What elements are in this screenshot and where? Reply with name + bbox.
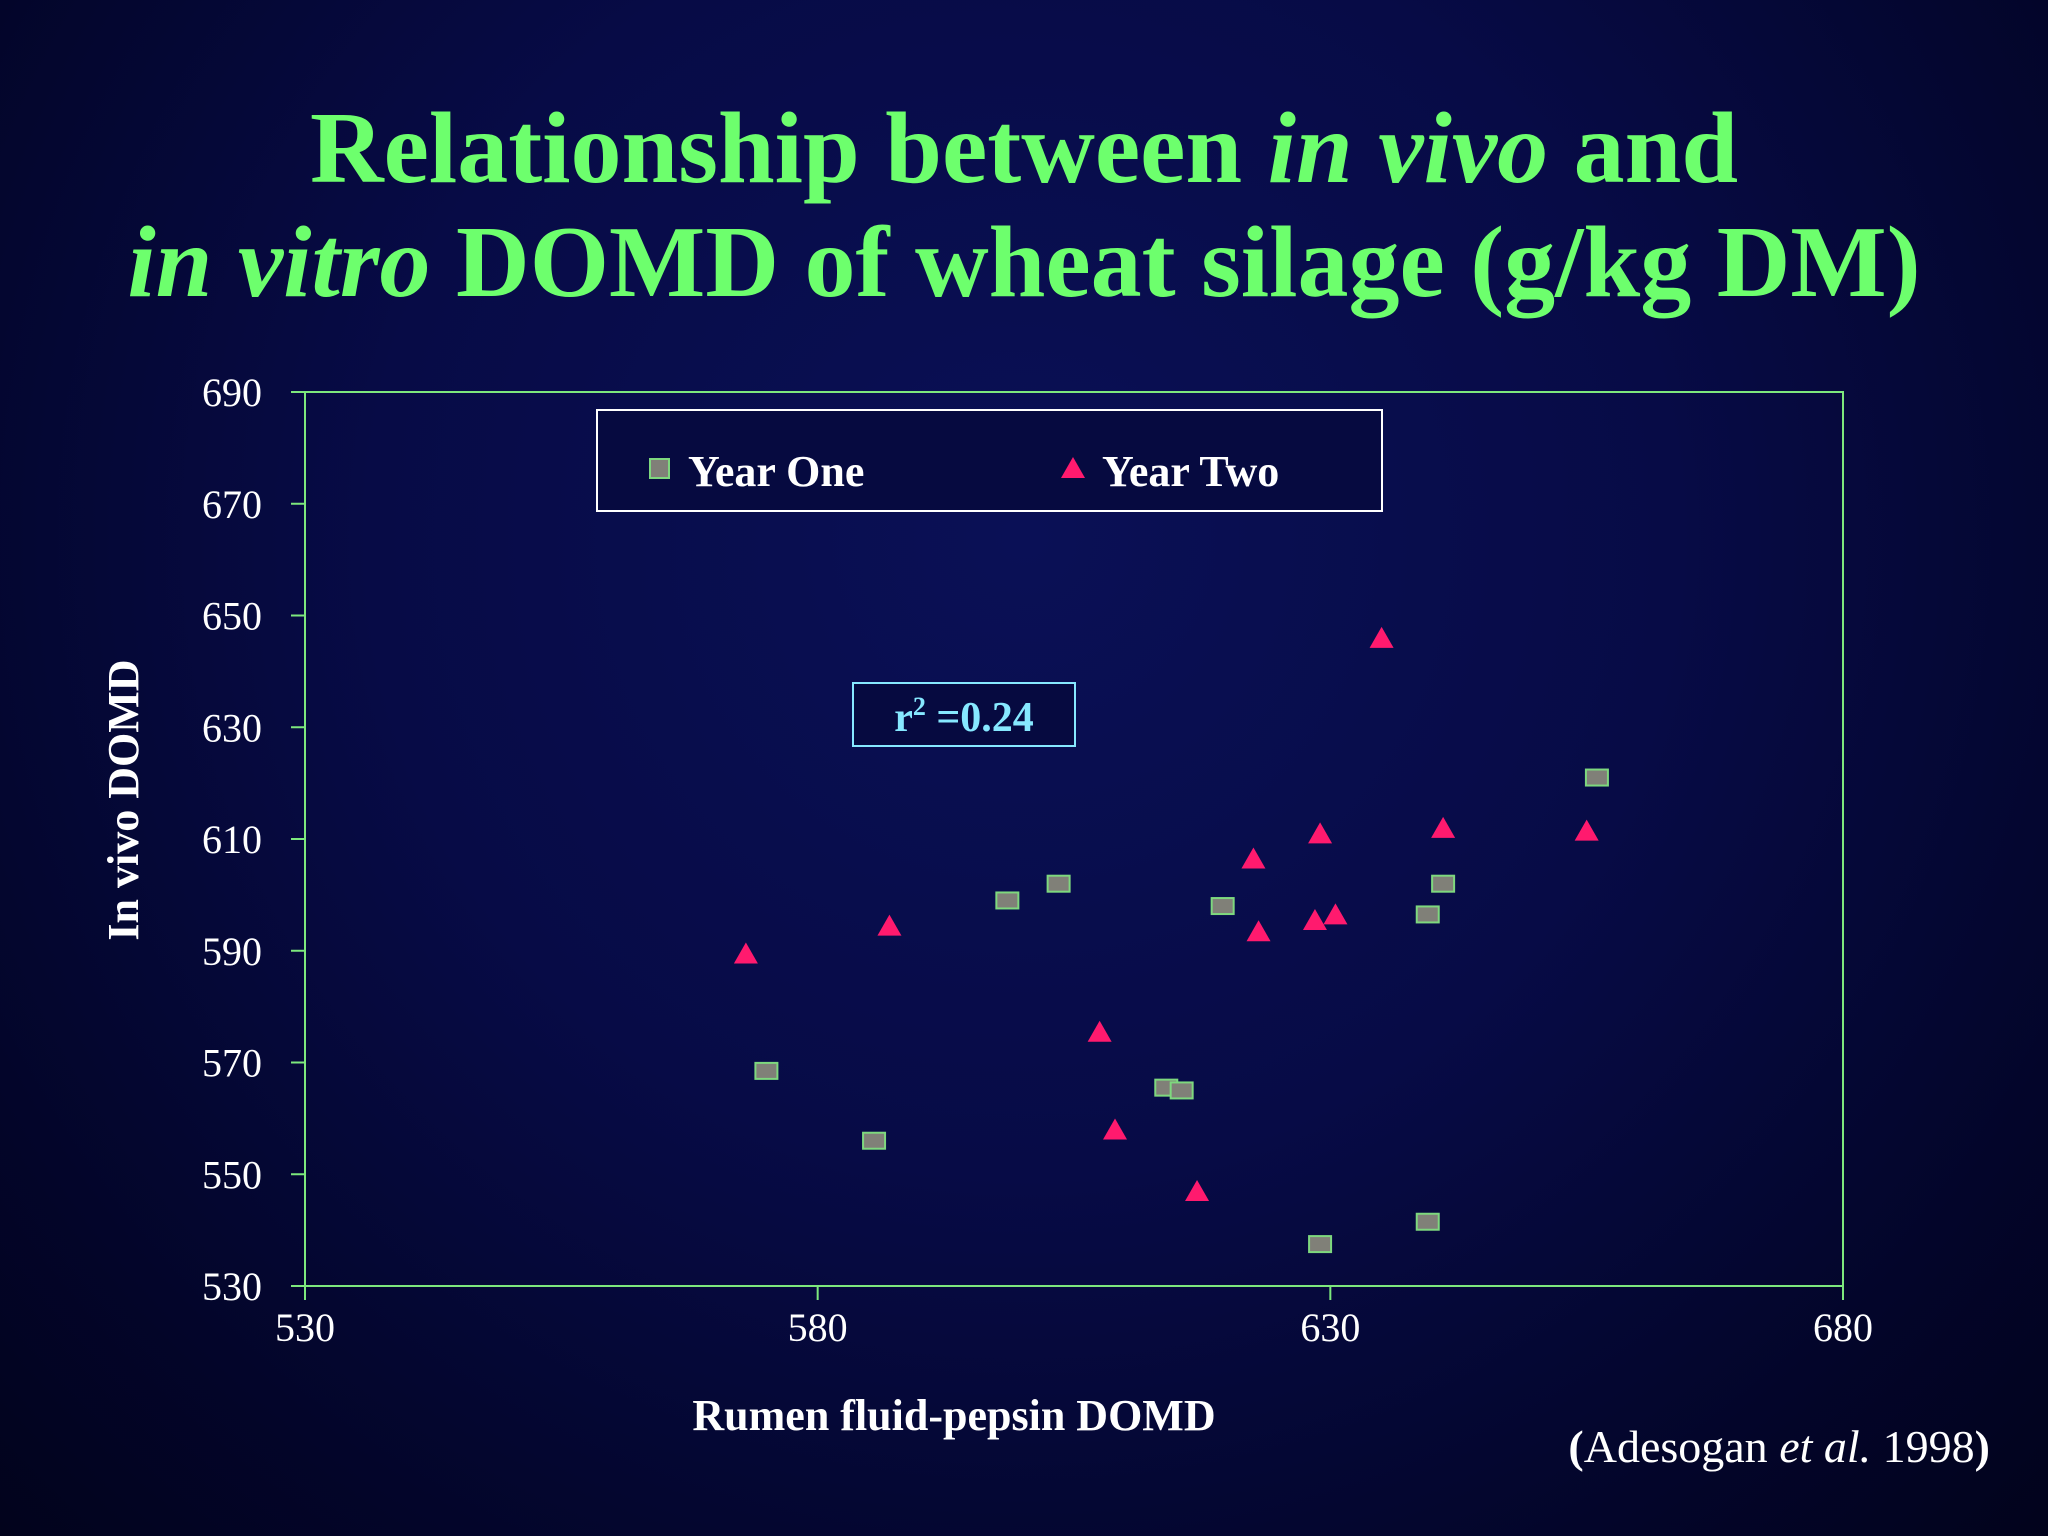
year-one-point bbox=[1584, 768, 1609, 787]
year-one-point bbox=[1431, 874, 1456, 893]
legend-label-year-two: Year Two bbox=[1102, 447, 1279, 496]
y-tick-label: 530 bbox=[202, 1264, 262, 1309]
chart-title: Relationship between in vivo and in vitr… bbox=[0, 92, 2048, 320]
year-one-point bbox=[1415, 905, 1440, 924]
year-one-point bbox=[862, 1131, 887, 1150]
title-line-1: Relationship between in vivo and bbox=[310, 92, 1738, 205]
year-two-point bbox=[1302, 909, 1327, 931]
year-two-point bbox=[1574, 819, 1599, 841]
x-axis: 530 580 630 680 bbox=[275, 1286, 1873, 1350]
legend-box bbox=[596, 409, 1383, 512]
r-value: =0.24 bbox=[926, 695, 1034, 741]
y-tick-label: 610 bbox=[202, 817, 262, 862]
year-one-point bbox=[1308, 1235, 1333, 1254]
y-tick-label: 630 bbox=[202, 705, 262, 750]
year-two-point bbox=[1185, 1180, 1210, 1202]
citation-author: Adesogan bbox=[1583, 1421, 1780, 1472]
annotation-box bbox=[852, 682, 1076, 747]
x-axis-label: Rumen fluid-pepsin DOMD bbox=[692, 1391, 1215, 1440]
year-two-point bbox=[1246, 920, 1271, 942]
year-two-point bbox=[1323, 903, 1348, 925]
year-two-point bbox=[877, 914, 902, 936]
r-squared-annotation: r2 =0.24 bbox=[852, 682, 1076, 747]
data-points bbox=[733, 626, 1609, 1254]
year-two-point bbox=[1308, 822, 1333, 844]
plot-area bbox=[304, 391, 1844, 1287]
y-tick-label: 570 bbox=[202, 1041, 262, 1086]
year-two-point bbox=[1103, 1118, 1128, 1140]
title-italic-in-vivo: in vivo bbox=[1267, 92, 1549, 205]
year-one-point bbox=[995, 891, 1020, 910]
y-tick-label: 670 bbox=[202, 482, 262, 527]
citation-year: 1998 bbox=[1871, 1421, 1975, 1472]
year-one-point bbox=[1210, 897, 1235, 916]
title-italic-in-vitro: in vitro bbox=[127, 206, 431, 319]
citation-close-paren: ) bbox=[1974, 1421, 1990, 1472]
x-tick-label: 530 bbox=[275, 1305, 335, 1350]
year-two-point bbox=[1087, 1020, 1112, 1042]
y-axis: 530 550 570 590 610 630 650 670 690 bbox=[202, 370, 305, 1309]
x-tick-label: 580 bbox=[788, 1305, 848, 1350]
year-one-point bbox=[1415, 1212, 1440, 1231]
year-one-point bbox=[754, 1061, 779, 1080]
title-line-2: in vitro DOMD of wheat silage (g/kg DM) bbox=[127, 206, 1920, 319]
year-two-point bbox=[1241, 847, 1266, 869]
y-tick-label: 590 bbox=[202, 929, 262, 974]
year-two-point bbox=[1369, 626, 1394, 648]
citation-open-paren: ( bbox=[1568, 1421, 1584, 1472]
year-two-point bbox=[1431, 816, 1456, 838]
year-one-point bbox=[1169, 1081, 1194, 1100]
year-two-point bbox=[733, 942, 758, 964]
y-tick-label: 650 bbox=[202, 594, 262, 639]
legend: Year One Year Two bbox=[596, 409, 1383, 512]
title-text: DOMD of wheat silage (g/kg DM) bbox=[430, 206, 1921, 319]
citation: (Adesogan et al. 1998) bbox=[1568, 1420, 1990, 1473]
legend-square-marker bbox=[649, 458, 670, 479]
title-text: and bbox=[1548, 92, 1739, 205]
title-text: Relationship between bbox=[309, 92, 1268, 205]
year-one-point bbox=[1046, 874, 1071, 893]
legend-triangle-marker bbox=[1061, 457, 1085, 478]
r-superscript: 2 bbox=[913, 692, 926, 721]
x-tick-label: 680 bbox=[1813, 1305, 1873, 1350]
r-squared-text: r2 =0.24 bbox=[894, 692, 1034, 741]
legend-label-year-one: Year One bbox=[688, 447, 864, 496]
x-tick-label: 630 bbox=[1300, 1305, 1360, 1350]
y-axis-label: In vivo DOMD bbox=[99, 659, 148, 940]
citation-et-al: et al. bbox=[1779, 1421, 1872, 1472]
y-tick-label: 550 bbox=[202, 1152, 262, 1197]
y-tick-label: 690 bbox=[202, 370, 262, 415]
r-label: r bbox=[894, 695, 913, 741]
